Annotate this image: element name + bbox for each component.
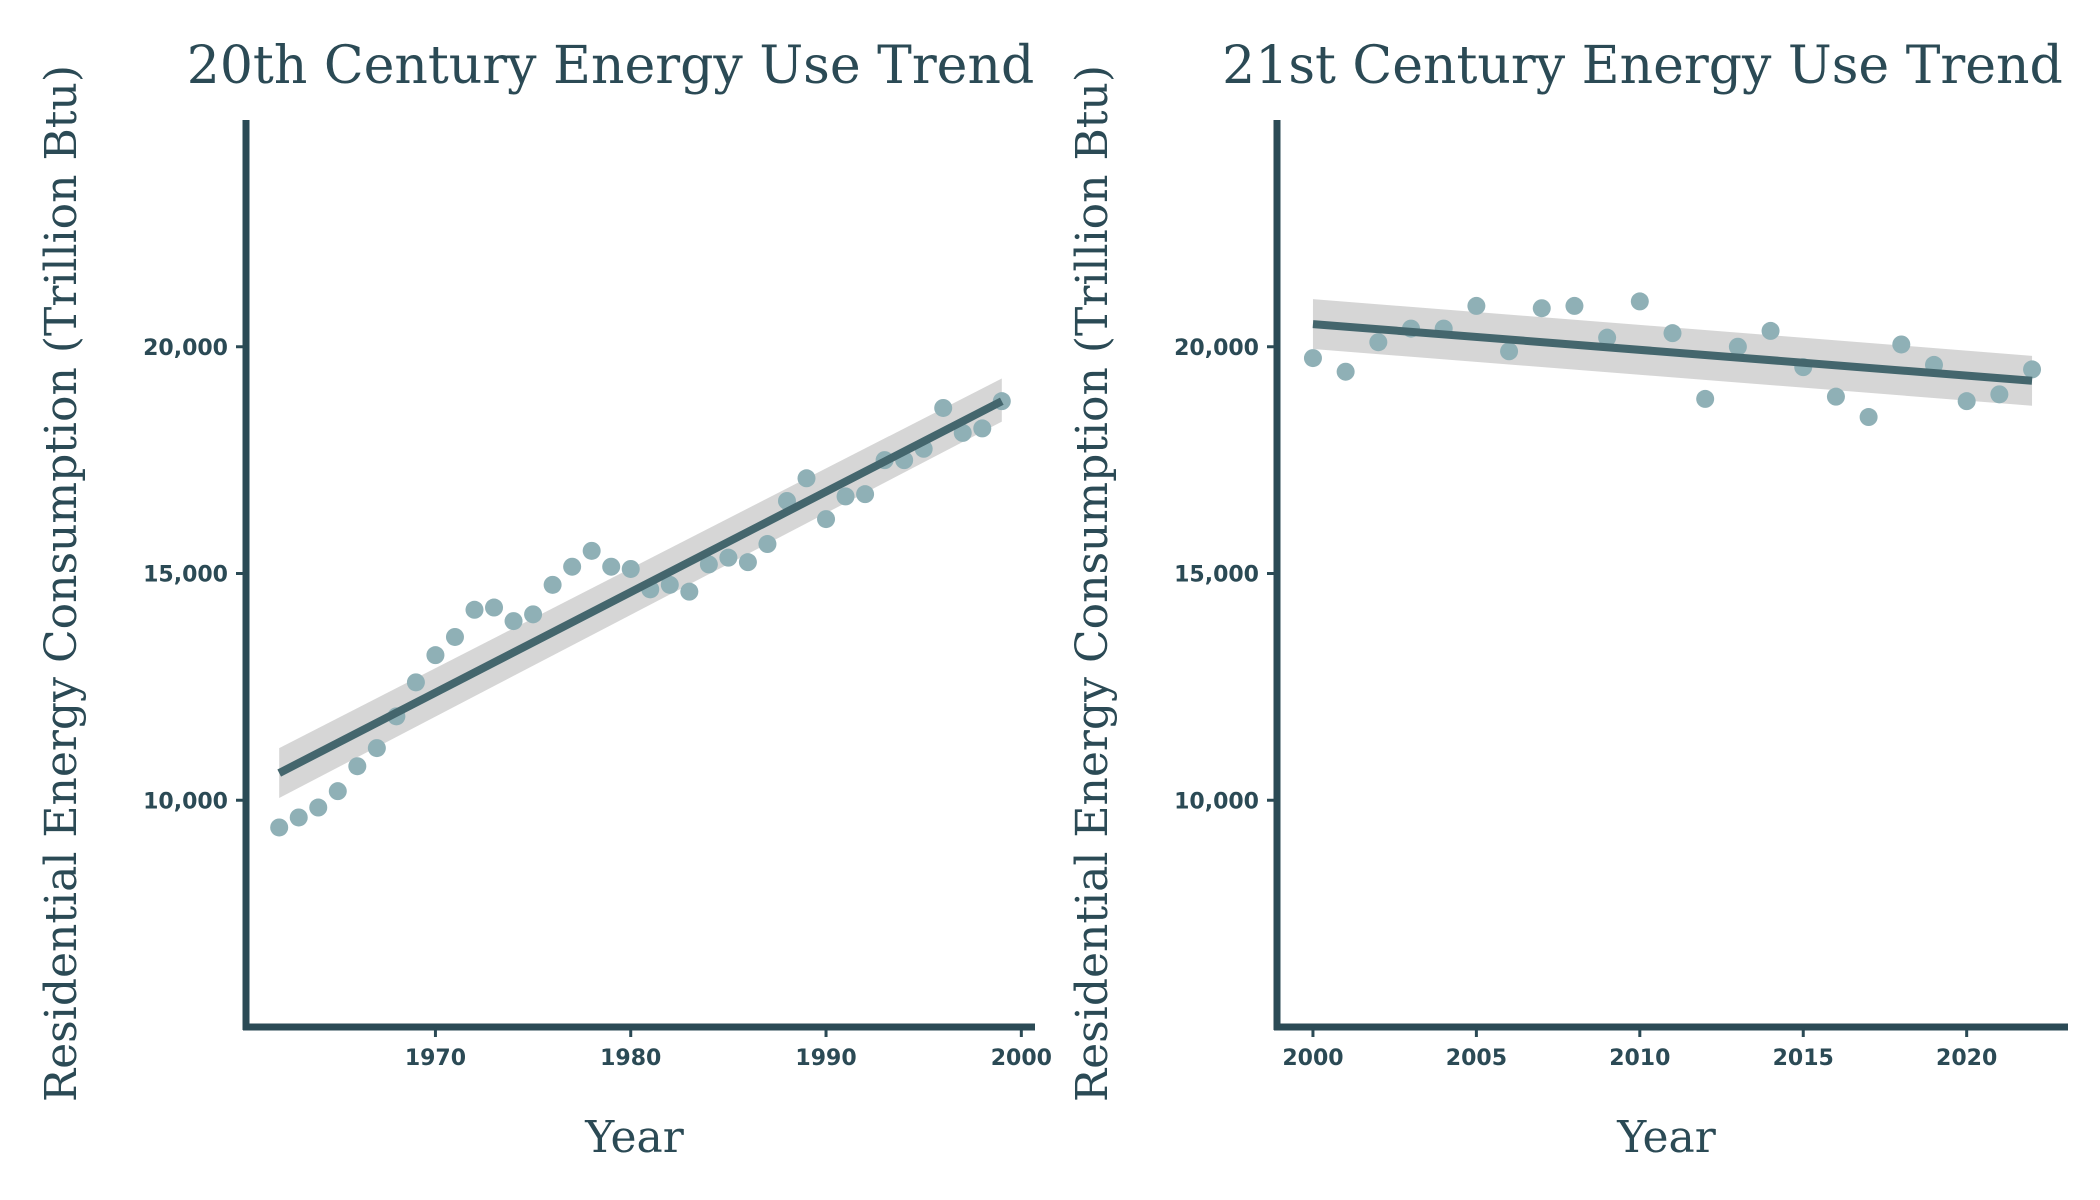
data-point: [504, 612, 523, 631]
trend-line: [1312, 320, 2033, 385]
data-point: [582, 541, 601, 560]
data-point: [348, 757, 367, 776]
data-point: [309, 798, 328, 817]
data-point: [270, 818, 289, 837]
x-tick-label: 2000: [991, 1046, 1052, 1071]
data-point: [1957, 392, 1976, 411]
x-tick-label: 2010: [1609, 1046, 1670, 1071]
data-point: [328, 782, 347, 801]
data-point: [1826, 387, 1845, 406]
data-point: [1696, 389, 1715, 408]
data-point: [1859, 408, 1878, 427]
y-axis-title: Residential Energy Consumption (Trillion…: [1067, 65, 1118, 1102]
data-point: [817, 510, 836, 529]
x-tick-label: 2005: [1446, 1046, 1507, 1071]
data-point: [289, 808, 308, 827]
data-point: [1303, 349, 1322, 368]
data-point: [934, 398, 953, 417]
data-point: [856, 485, 875, 504]
data-point: [738, 553, 757, 572]
data-point: [1728, 337, 1747, 356]
data-point: [836, 487, 855, 506]
x-tick-label: 1980: [600, 1046, 661, 1071]
data-point: [719, 548, 738, 567]
y-tick-label: 10,000: [143, 789, 228, 814]
data-point: [524, 605, 543, 624]
y-tick-label: 15,000: [1174, 563, 1259, 588]
x-axis-title: Year: [584, 1112, 684, 1163]
data-point: [2023, 360, 2042, 379]
trend-line: [277, 397, 1004, 777]
data-point: [563, 557, 582, 576]
data-point: [1663, 324, 1682, 343]
y-tick-label: 20,000: [1174, 336, 1259, 361]
chart-title: 20th Century Energy Use Trend: [187, 36, 1034, 96]
data-point: [1532, 299, 1551, 318]
x-axis-title: Year: [1616, 1112, 1716, 1163]
data-point: [680, 582, 699, 601]
data-point: [367, 739, 386, 758]
data-point: [699, 555, 718, 574]
x-tick-label: 1970: [405, 1046, 466, 1071]
x-tick-label: 2015: [1773, 1046, 1834, 1071]
data-point: [426, 646, 445, 665]
data-point: [543, 575, 562, 594]
data-point: [465, 600, 484, 619]
chart-panel-2: 21st Century Energy Use Trend Year Residen…: [1067, 36, 2068, 1163]
chart-panel-1: 20th Century Energy Use Trend Year Residen…: [36, 36, 1052, 1163]
data-point: [621, 559, 640, 578]
data-point: [660, 575, 679, 594]
data-point: [1761, 321, 1780, 340]
data-point: [1990, 385, 2009, 404]
data-point: [1467, 296, 1486, 315]
data-point: [1892, 335, 1911, 354]
x-tick-label: 2020: [1936, 1046, 1997, 1071]
data-point: [797, 469, 816, 488]
data-point: [406, 673, 425, 692]
data-point: [1630, 292, 1649, 311]
x-tick-label: 1990: [795, 1046, 856, 1071]
y-axis-title: Residential Energy Consumption (Trillion…: [36, 65, 87, 1102]
data-point: [1598, 328, 1617, 347]
data-point: [602, 557, 621, 576]
data-point: [1369, 333, 1388, 352]
chart-title: 21st Century Energy Use Trend: [1222, 36, 2063, 96]
data-point: [445, 627, 464, 646]
y-tick-label: 20,000: [143, 336, 228, 361]
y-tick-label: 15,000: [143, 563, 228, 588]
data-point: [973, 419, 992, 438]
data-point: [1336, 362, 1355, 381]
x-tick-label: 2000: [1282, 1046, 1343, 1071]
data-point: [953, 423, 972, 442]
data-point: [1565, 296, 1584, 315]
data-point: [1500, 342, 1519, 361]
y-tick-label: 10,000: [1174, 789, 1259, 814]
data-point: [485, 598, 504, 617]
data-point: [758, 535, 777, 554]
